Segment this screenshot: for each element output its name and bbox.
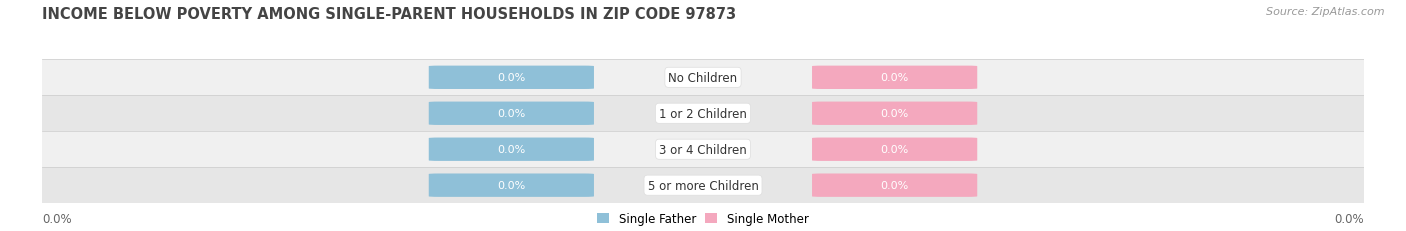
Text: 0.0%: 0.0%	[498, 145, 526, 155]
Text: 5 or more Children: 5 or more Children	[648, 179, 758, 192]
Bar	[42, 96, 1364, 132]
FancyBboxPatch shape	[813, 138, 977, 161]
Text: 0.0%: 0.0%	[498, 109, 526, 119]
FancyBboxPatch shape	[813, 102, 977, 125]
Bar	[42, 60, 1364, 96]
FancyBboxPatch shape	[429, 138, 593, 161]
Text: No Children: No Children	[668, 71, 738, 85]
Bar	[42, 167, 1364, 203]
Text: 0.0%: 0.0%	[880, 145, 908, 155]
Text: Source: ZipAtlas.com: Source: ZipAtlas.com	[1267, 7, 1385, 17]
Bar	[42, 132, 1364, 167]
Legend: Single Father, Single Mother: Single Father, Single Mother	[598, 212, 808, 225]
FancyBboxPatch shape	[429, 66, 593, 90]
Text: 0.0%: 0.0%	[880, 180, 908, 190]
FancyBboxPatch shape	[813, 66, 977, 90]
Text: 0.0%: 0.0%	[498, 73, 526, 83]
FancyBboxPatch shape	[813, 174, 977, 197]
Text: INCOME BELOW POVERTY AMONG SINGLE-PARENT HOUSEHOLDS IN ZIP CODE 97873: INCOME BELOW POVERTY AMONG SINGLE-PARENT…	[42, 7, 737, 22]
Text: 0.0%: 0.0%	[42, 213, 72, 225]
FancyBboxPatch shape	[429, 102, 593, 125]
Text: 3 or 4 Children: 3 or 4 Children	[659, 143, 747, 156]
Text: 0.0%: 0.0%	[1334, 213, 1364, 225]
Text: 0.0%: 0.0%	[880, 109, 908, 119]
FancyBboxPatch shape	[429, 174, 593, 197]
Text: 1 or 2 Children: 1 or 2 Children	[659, 107, 747, 120]
Text: 0.0%: 0.0%	[498, 180, 526, 190]
Text: 0.0%: 0.0%	[880, 73, 908, 83]
